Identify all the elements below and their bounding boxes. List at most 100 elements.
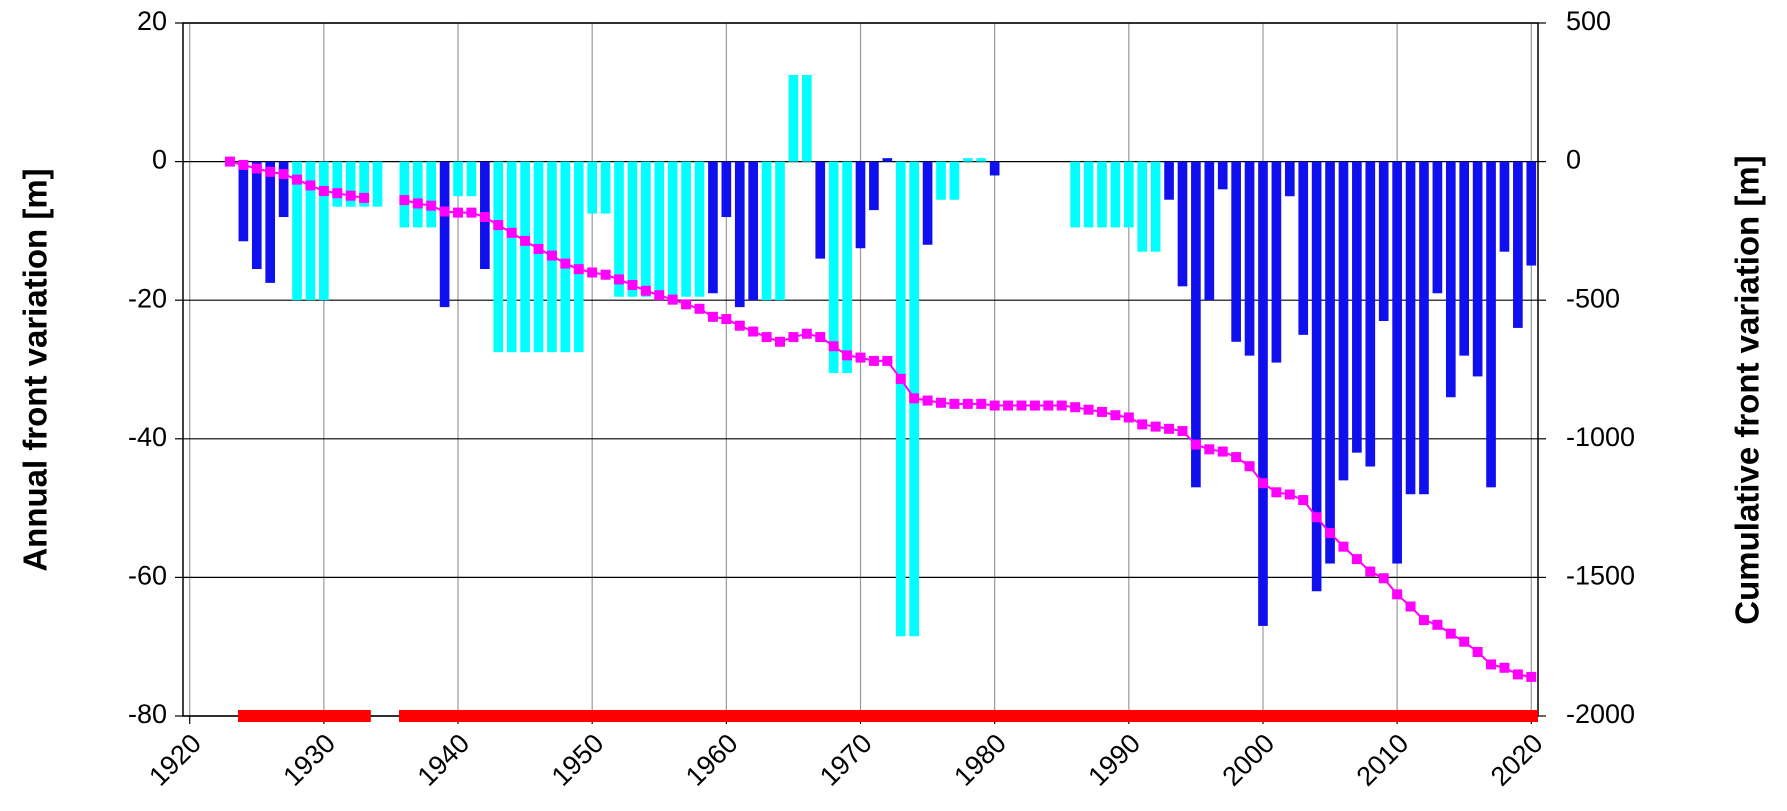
bar <box>654 161 665 297</box>
bar <box>1070 161 1080 228</box>
bar <box>1258 161 1268 626</box>
bar <box>1177 161 1188 287</box>
cumulative-marker <box>1472 646 1483 657</box>
bar <box>694 161 705 297</box>
cumulative-marker <box>935 397 946 408</box>
bar <box>1244 161 1255 356</box>
cumulative-line <box>229 160 1532 678</box>
bar <box>976 158 987 162</box>
cumulative-marker <box>681 299 692 310</box>
cumulative-marker <box>1150 421 1161 432</box>
cumulative-marker <box>1432 619 1443 630</box>
bar <box>1459 161 1470 356</box>
observation-period <box>398 710 1538 722</box>
cumulative-marker <box>453 207 464 218</box>
bar <box>1325 161 1335 564</box>
bar <box>989 161 1000 176</box>
cumulative-marker <box>667 294 678 305</box>
cumulative-marker <box>1043 400 1054 411</box>
cumulative-marker <box>1083 404 1094 415</box>
bar <box>802 74 812 162</box>
bar <box>506 161 517 353</box>
x-tick-label: 2000 <box>1217 728 1281 792</box>
y-tick-label: 20 <box>137 6 167 36</box>
bar <box>962 158 973 162</box>
x-tick-label: 1960 <box>680 728 744 792</box>
bar <box>1231 161 1241 342</box>
bar <box>587 161 598 214</box>
cumulative-marker <box>1459 636 1470 647</box>
bar <box>1499 161 1510 252</box>
bar <box>1352 161 1362 453</box>
x-tick-label: 1940 <box>412 728 476 792</box>
bar <box>1204 161 1215 301</box>
bar <box>319 161 329 301</box>
bar <box>1513 161 1523 328</box>
cumulative-marker <box>587 267 598 278</box>
bar <box>708 161 718 294</box>
cumulative-marker <box>721 314 732 325</box>
cumulative-marker <box>251 163 262 174</box>
x-tick-label: 1930 <box>277 728 341 792</box>
x-tick-label: 2010 <box>1351 728 1415 792</box>
x-tick-label: 1920 <box>143 728 207 792</box>
cumulative-marker <box>265 166 276 177</box>
cumulative-marker <box>305 180 316 191</box>
bar <box>426 161 437 228</box>
bar <box>1486 161 1496 488</box>
bar <box>251 161 262 270</box>
cumulative-marker <box>1056 400 1067 411</box>
cumulative-marker <box>318 185 329 196</box>
cumulative-marker <box>1231 452 1242 463</box>
bar <box>1191 161 1201 488</box>
cumulative-marker <box>1325 528 1336 539</box>
bar <box>761 161 772 301</box>
bar <box>895 161 906 637</box>
bar <box>869 161 879 211</box>
cumulative-marker <box>600 269 611 280</box>
bar <box>1150 161 1161 252</box>
cumulative-marker <box>640 285 651 296</box>
bar <box>1392 161 1402 564</box>
bar <box>1405 161 1416 495</box>
bar <box>466 161 477 197</box>
bar <box>1123 161 1134 228</box>
cumulative-marker <box>1257 478 1268 489</box>
cumulative-marker <box>855 352 866 363</box>
bar <box>1311 161 1322 592</box>
bar <box>265 161 276 283</box>
cumulative-marker <box>1070 402 1081 413</box>
cumulative-marker <box>466 207 477 218</box>
cumulative-marker <box>520 235 531 246</box>
y2-tick-label: -2000 <box>1566 699 1635 729</box>
bar <box>1083 161 1094 228</box>
cumulative-marker <box>1512 669 1523 680</box>
bar <box>788 74 799 162</box>
bar <box>855 161 866 249</box>
bar <box>1378 161 1389 321</box>
cumulative-marker <box>1244 461 1255 472</box>
bar <box>399 161 410 228</box>
bar <box>734 161 745 308</box>
y2-tick-label: -1000 <box>1566 422 1635 452</box>
bar <box>412 161 423 228</box>
cumulative-marker <box>533 243 544 254</box>
y2-tick-label: 500 <box>1566 6 1611 36</box>
cumulative-marker <box>1284 489 1295 500</box>
cumulative-marker <box>842 350 853 361</box>
bar <box>667 161 678 297</box>
bar <box>520 161 530 353</box>
y2-tick-label: 0 <box>1566 145 1581 175</box>
cumulative-marker <box>1445 628 1456 639</box>
bar <box>292 161 302 301</box>
cumulative-marker <box>1123 412 1134 423</box>
bar <box>278 161 289 218</box>
bar <box>748 161 759 301</box>
bar <box>439 161 450 308</box>
bar <box>573 161 584 353</box>
bar <box>1472 161 1483 377</box>
cumulative-marker <box>1029 400 1040 411</box>
cumulative-marker <box>426 200 437 211</box>
bar <box>560 161 571 353</box>
